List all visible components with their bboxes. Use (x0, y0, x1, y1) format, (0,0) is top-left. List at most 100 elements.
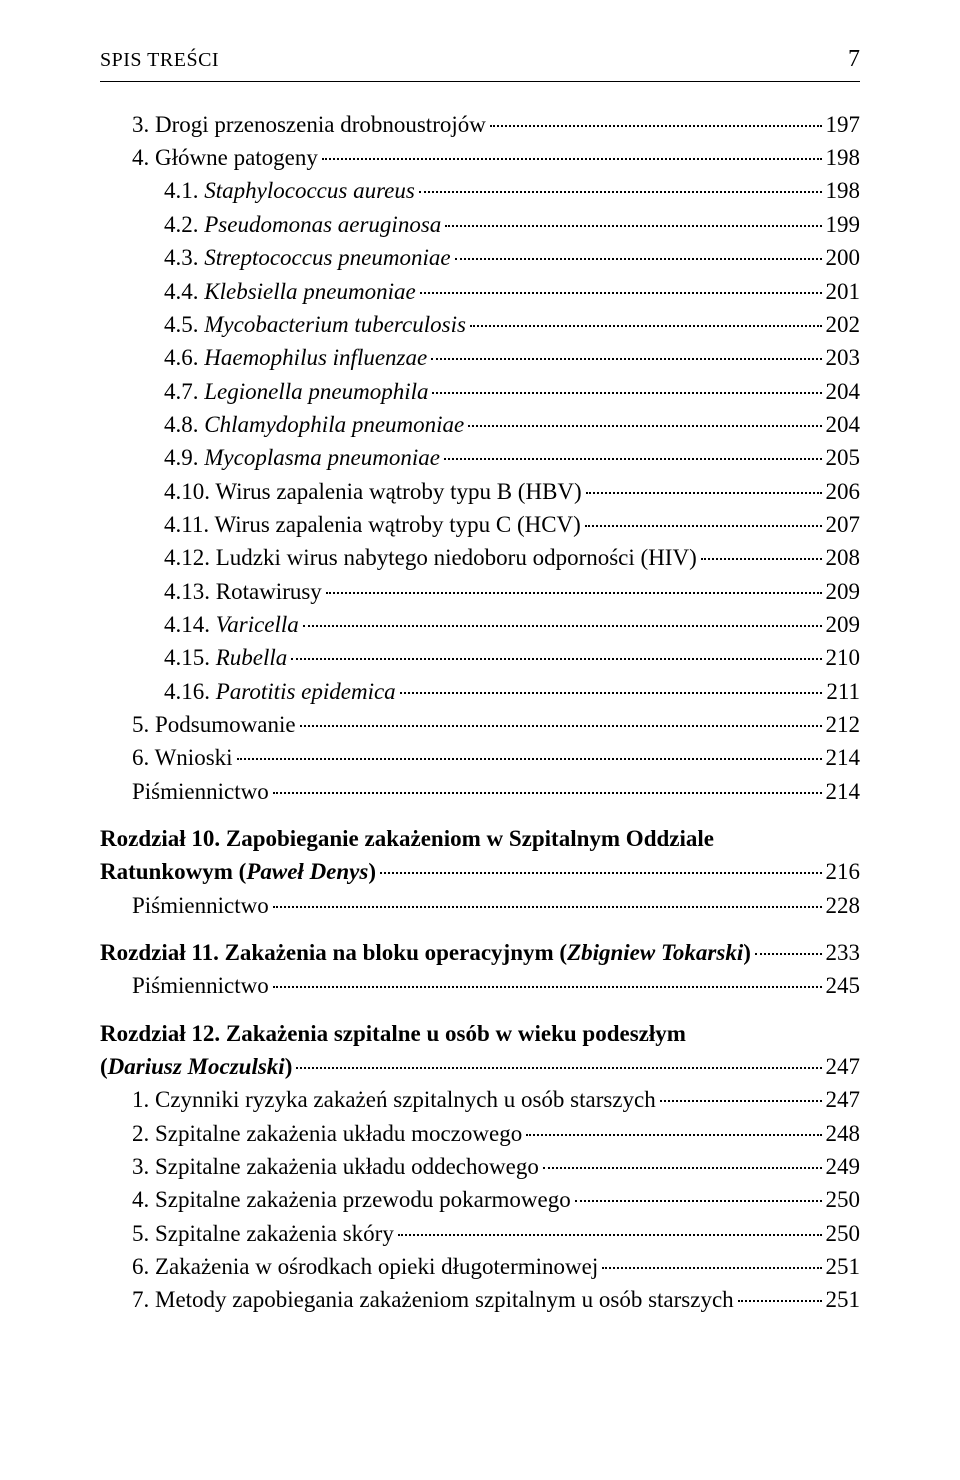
chapter-12-line2-pre: ( (100, 1054, 108, 1079)
dot-leader (432, 392, 821, 394)
toc-entry-page: 204 (826, 408, 861, 441)
toc-entry: 4.5. Mycobacterium tuberculosis 202 (100, 308, 860, 341)
toc-entry: Piśmiennictwo214 (100, 775, 860, 808)
toc-entry: 4.12. Ludzki wirus nabytego niedoboru od… (100, 541, 860, 574)
dot-leader (701, 558, 822, 560)
dot-leader (322, 158, 822, 160)
toc-entry: 6. Wnioski 214 (100, 741, 860, 774)
dot-leader (526, 1134, 821, 1136)
chapter-11-pre: Rozdział 11. Zakażenia na bloku operacyj… (100, 940, 567, 965)
dot-leader (400, 692, 823, 694)
toc-entry-label: 5. Podsumowanie (132, 708, 296, 741)
toc-entry: 4.6. Haemophilus influenzae 203 (100, 341, 860, 374)
toc-entry-label: 4.8. Chlamydophila pneumoniae (164, 408, 464, 441)
toc-entry: 4.10. Wirus zapalenia wątroby typu B (HB… (100, 475, 860, 508)
toc-entry-label: 4.1. Staphylococcus aureus (164, 174, 415, 207)
dot-leader (455, 258, 822, 260)
dot-leader (273, 986, 822, 988)
toc-entry-page: 212 (826, 708, 861, 741)
chapter-10-author: Paweł Denys (246, 859, 368, 884)
document-page: SPIS TREŚCI 7 3. Drogi przenoszenia drob… (0, 0, 960, 1480)
toc-entry-label: 4.5. Mycobacterium tuberculosis (164, 308, 466, 341)
toc-entry-label: 4.11. Wirus zapalenia wątroby typu C (HC… (164, 508, 581, 541)
toc-entry: Piśmiennictwo 228 (100, 889, 860, 922)
toc-entry-label: Piśmiennictwo (132, 969, 269, 1002)
toc-entry: 3. Drogi przenoszenia drobnoustrojów197 (100, 108, 860, 141)
chapter-11-subentries: Piśmiennictwo 245 (100, 969, 860, 1002)
toc-entry-page: 199 (826, 208, 861, 241)
toc-entry: Piśmiennictwo 245 (100, 969, 860, 1002)
toc-entry: 4.4. Klebsiella pneumoniae 201 (100, 275, 860, 308)
dot-leader (468, 425, 821, 427)
toc-entry-page: 198 (826, 141, 861, 174)
toc-entry: 4.15. Rubella 210 (100, 641, 860, 674)
toc-entry-page: 198 (826, 174, 861, 207)
toc-entry: 3. Szpitalne zakażenia układu oddechoweg… (100, 1150, 860, 1183)
dot-leader (237, 758, 822, 760)
toc-entry-page: 210 (826, 641, 861, 674)
chapter-12-subentries: 1. Czynniki ryzyka zakażeń szpitalnych u… (100, 1083, 860, 1316)
dot-leader (300, 725, 822, 727)
toc-entry-label: 4.7. Legionella pneumophila (164, 375, 428, 408)
toc-entry: 5. Podsumowanie 212 (100, 708, 860, 741)
toc-entry-label: 2. Szpitalne zakażenia układu moczowego (132, 1117, 522, 1150)
toc-entry-label: Piśmiennictwo (132, 889, 269, 922)
toc-entry: 4.2. Pseudomonas aeruginosa199 (100, 208, 860, 241)
toc-entry-label: 4.13. Rotawirusy (164, 575, 322, 608)
dot-leader (586, 492, 822, 494)
chapter-11-author: Zbigniew Tokarski (567, 940, 743, 965)
toc-entry-label: 6. Wnioski (132, 741, 233, 774)
toc-entry-page: 204 (826, 375, 861, 408)
toc-entry-page: 248 (826, 1117, 861, 1150)
toc-entry: 4.3. Streptococcus pneumoniae200 (100, 241, 860, 274)
dot-leader (291, 658, 821, 660)
toc-entry: 4.11. Wirus zapalenia wątroby typu C (HC… (100, 508, 860, 541)
header-page-number: 7 (848, 42, 860, 77)
chapter-12-page: 247 (826, 1050, 861, 1083)
toc-entry: 4.16. Parotitis epidemica211 (100, 675, 860, 708)
chapter-10-title-line1: Rozdział 10. Zapobieganie zakażeniom w S… (100, 822, 860, 855)
chapter-10-page: 216 (826, 855, 861, 888)
dot-leader (420, 292, 822, 294)
toc-entry-page: 251 (826, 1283, 861, 1316)
toc-entry-label: 4.4. Klebsiella pneumoniae (164, 275, 416, 308)
toc-entry-label: 4.10. Wirus zapalenia wątroby typu B (HB… (164, 475, 582, 508)
dot-leader (575, 1200, 822, 1202)
toc-entry-page: 202 (826, 308, 861, 341)
chapter-12-line2-post: ) (285, 1054, 293, 1079)
toc-entry-page: 251 (826, 1250, 861, 1283)
toc-entry-page: 197 (826, 108, 861, 141)
dot-leader (602, 1267, 821, 1269)
toc-entry-label: 4.6. Haemophilus influenzae (164, 341, 427, 374)
toc-entry: 4.1. Staphylococcus aureus 198 (100, 174, 860, 207)
chapter-11-title: Rozdział 11. Zakażenia na bloku operacyj… (100, 936, 860, 969)
dot-leader (755, 953, 822, 955)
toc-entry-page: 250 (826, 1217, 861, 1250)
dot-leader (431, 358, 821, 360)
chapter-12-author: Dariusz Moczulski (108, 1054, 285, 1079)
toc-entry-page: 200 (826, 241, 861, 274)
toc-entry-page: 249 (826, 1150, 861, 1183)
toc-entry-label: 4.16. Parotitis epidemica (164, 675, 396, 708)
toc-entry-page: 247 (826, 1083, 861, 1116)
toc-entry-label: 4.14. Varicella (164, 608, 299, 641)
toc-entry-page: 203 (826, 341, 861, 374)
toc-entry: 6. Zakażenia w ośrodkach opieki długoter… (100, 1250, 860, 1283)
toc-entry: 7. Metody zapobiegania zakażeniom szpita… (100, 1283, 860, 1316)
toc-entry-page: 205 (826, 441, 861, 474)
toc-entry: 4.8. Chlamydophila pneumoniae 204 (100, 408, 860, 441)
dot-leader (419, 191, 822, 193)
chapter-12-title-line2: (Dariusz Moczulski) 247 (100, 1050, 860, 1083)
toc-entry-page: 214 (826, 741, 861, 774)
dot-leader (543, 1167, 822, 1169)
toc-entry-page: 201 (826, 275, 861, 308)
dot-leader (490, 125, 822, 127)
toc-entry-label: 4.15. Rubella (164, 641, 287, 674)
toc-entry-page: 245 (826, 969, 861, 1002)
toc-entry-page: 228 (826, 889, 861, 922)
toc-entry: 2. Szpitalne zakażenia układu moczowego 2… (100, 1117, 860, 1150)
toc-entry-label: 4. Główne patogeny (132, 141, 318, 174)
toc-entry-page: 209 (826, 608, 861, 641)
chapter-11-post: ) (743, 940, 751, 965)
chapter-10-subentries: Piśmiennictwo 228 (100, 889, 860, 922)
